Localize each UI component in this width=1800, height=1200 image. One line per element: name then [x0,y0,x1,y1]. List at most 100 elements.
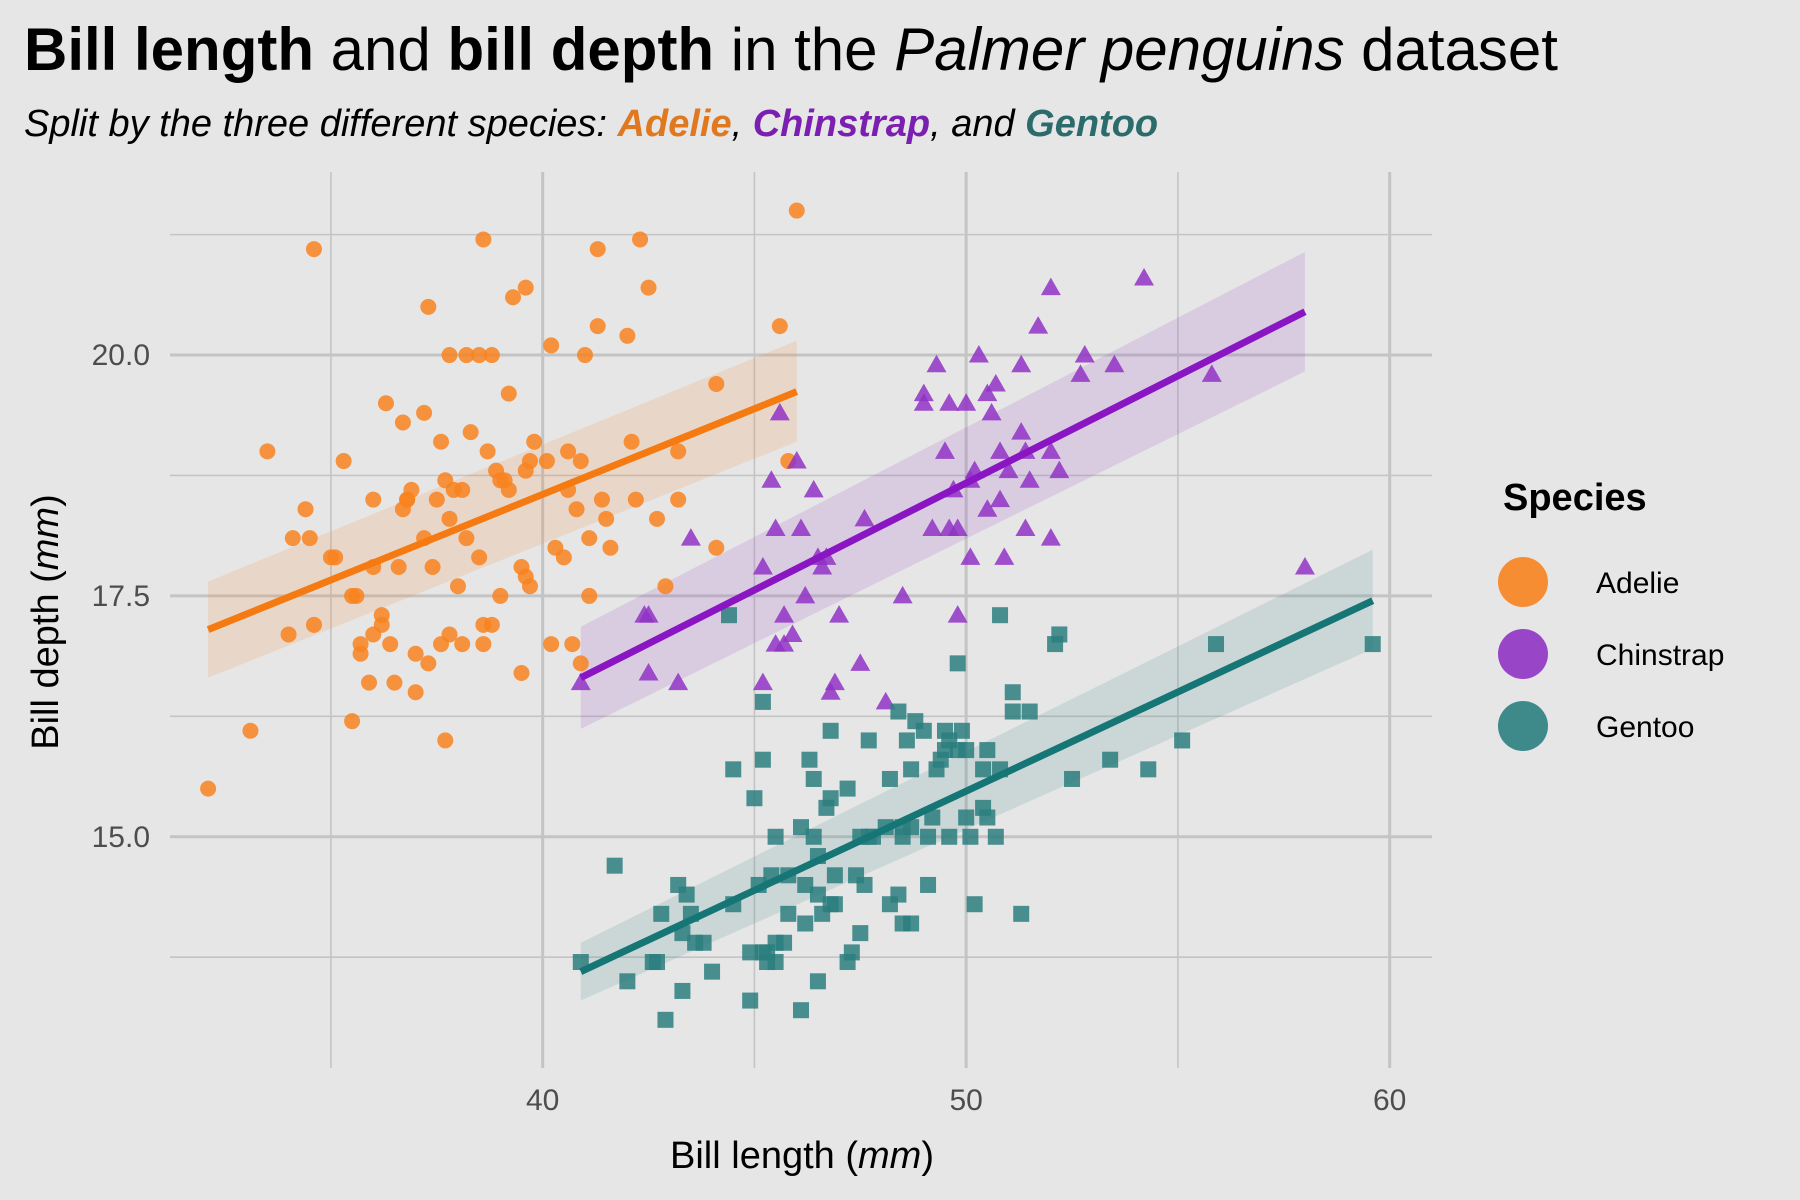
data-point-chinstrap [812,557,833,575]
data-point-gentoo [856,876,873,893]
data-point-adelie [420,655,437,672]
data-point-adelie [708,375,725,392]
data-point-adelie [259,443,276,460]
data-point-adelie [483,616,500,633]
data-point-adelie [543,636,560,653]
data-point-gentoo [852,925,869,942]
data-point-gentoo [941,828,958,845]
data-point-gentoo [979,809,996,826]
y-axis-title: Bill depth (mm) [25,494,67,750]
data-point-chinstrap [960,547,981,565]
data-point-adelie [581,530,598,547]
data-point-chinstrap [774,605,795,623]
data-point-chinstrap [947,605,968,623]
legend-label-adelie: Adelie [1596,567,1679,600]
data-point-gentoo [695,934,712,951]
data-point-adelie [572,453,589,470]
data-point-chinstrap [922,518,943,536]
x-tick-label: 50 [949,1084,982,1117]
data-point-adelie [284,530,301,547]
data-point-gentoo [898,732,915,749]
data-point-gentoo [822,790,839,807]
data-point-chinstrap [570,672,591,691]
data-point-gentoo [809,973,826,990]
data-point-chinstrap [977,499,998,517]
data-point-chinstrap [854,508,875,527]
data-point-gentoo [826,867,843,884]
data-point-gentoo [678,886,695,903]
data-point-adelie [352,636,369,653]
data-point-gentoo [1140,761,1157,778]
data-point-adelie [589,241,606,258]
data-point-adelie [568,501,585,518]
data-point-gentoo [1004,703,1021,720]
data-point-chinstrap [752,672,773,691]
data-point-adelie [390,559,407,576]
data-point-adelie [513,664,530,681]
data-point-chinstrap [998,460,1019,479]
data-point-chinstrap [913,383,934,402]
x-tick-label: 60 [1373,1084,1406,1117]
data-point-chinstrap [1015,518,1036,536]
data-point-gentoo [742,992,759,1009]
data-point-adelie [335,453,352,470]
data-point-gentoo [704,963,721,980]
data-point-gentoo [805,828,822,845]
data-point-gentoo [1013,905,1030,922]
data-point-chinstrap [761,470,782,488]
data-point-adelie [301,530,318,547]
data-point-gentoo [958,809,975,826]
data-point-adelie [428,491,445,508]
data-point-gentoo [767,954,784,971]
data-point-gentoo [843,944,860,961]
data-point-gentoo [975,761,992,778]
data-point-gentoo [915,722,932,739]
subtitle-gentoo: Gentoo [1025,103,1159,145]
data-point-chinstrap [977,383,998,402]
data-point-adelie [280,626,297,643]
data-point-gentoo [966,896,983,913]
regression-line-gentoo [579,597,1375,975]
data-point-adelie [437,732,454,749]
data-point-gentoo [953,722,970,739]
data-point-chinstrap [850,653,871,671]
regression-line-chinstrap [579,308,1307,681]
data-point-gentoo [746,790,763,807]
legend-key-adelie [1498,557,1548,607]
data-point-gentoo [793,819,809,836]
data-point-adelie [543,337,560,354]
data-point-adelie [627,491,644,508]
legend-title: Species [1503,477,1647,519]
data-point-chinstrap [1294,557,1315,575]
data-point-chinstrap [990,489,1011,508]
data-point-adelie [433,433,450,450]
data-point-adelie [492,587,509,604]
data-point-gentoo [822,722,839,739]
tick-labels: 40 50 60 15.0 17.5 20.0 [92,339,1407,1117]
data-point-adelie [361,674,378,691]
data-point-gentoo [1102,751,1119,768]
data-point-adelie [640,279,657,296]
data-point-chinstrap [1201,364,1222,382]
data-point-adelie [305,616,322,633]
data-point-adelie [521,578,538,595]
data-point-chinstrap [913,393,934,411]
data-point-adelie [475,636,492,653]
data-point-gentoo [649,954,666,971]
data-point-chinstrap [1074,345,1095,363]
data-point-gentoo [920,828,937,845]
data-point-adelie [471,347,488,364]
data-point-adelie [581,587,598,604]
data-point-gentoo [1208,636,1225,653]
data-point-chinstrap [981,402,1002,421]
data-point-gentoo [674,982,691,999]
data-point-gentoo [797,876,814,893]
data-point-gentoo [742,944,759,961]
data-point-chinstrap [829,605,850,623]
data-point-adelie [602,539,619,556]
data-point-gentoo [903,761,920,778]
data-point-adelie [572,655,589,672]
data-point-chinstrap [791,518,811,536]
title-palmer-penguins: Palmer penguins [894,16,1345,83]
